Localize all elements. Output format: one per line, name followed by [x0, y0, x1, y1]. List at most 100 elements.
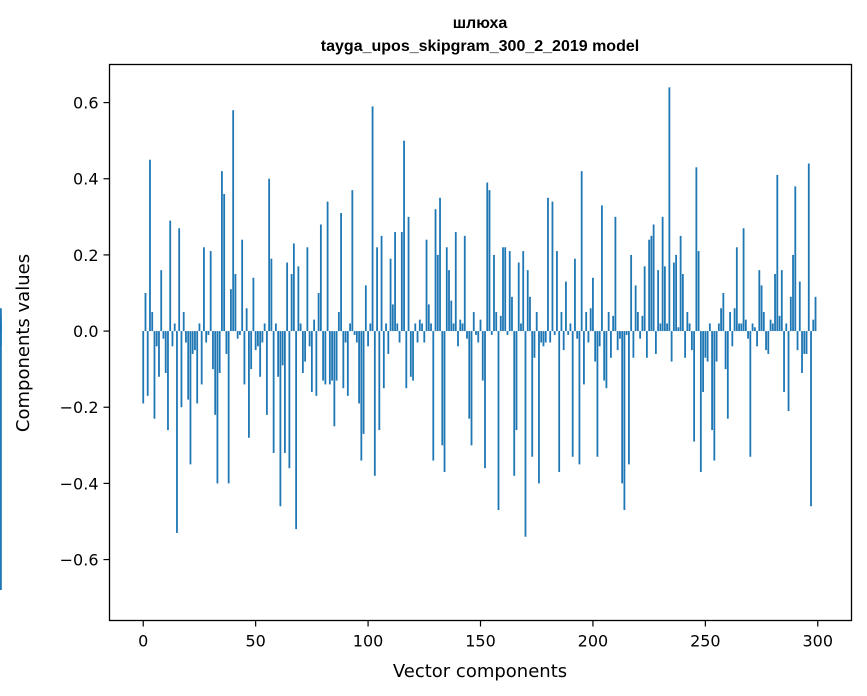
bar — [583, 331, 585, 385]
bar — [576, 331, 579, 339]
bar — [589, 308, 592, 332]
bar — [421, 323, 423, 332]
bar — [803, 331, 806, 354]
bar — [666, 323, 669, 332]
bar — [477, 331, 480, 343]
bar — [535, 312, 538, 332]
bar — [794, 186, 797, 332]
bar — [758, 270, 761, 332]
bar — [454, 232, 457, 332]
bar — [502, 247, 504, 332]
bar — [675, 254, 678, 332]
bar — [362, 331, 365, 434]
bar — [580, 171, 583, 332]
bar — [243, 331, 246, 385]
bar — [738, 323, 740, 332]
bar — [769, 319, 772, 332]
bar — [322, 331, 325, 381]
bar — [681, 273, 684, 332]
bar — [722, 292, 725, 332]
bar — [798, 281, 801, 332]
bar — [358, 331, 360, 404]
bar — [785, 323, 788, 332]
bar — [565, 281, 567, 332]
bar — [567, 331, 570, 335]
bar — [585, 312, 588, 332]
bar — [767, 331, 770, 354]
bar — [292, 243, 295, 332]
bar — [185, 331, 187, 343]
y-tick-label: −0.4 — [60, 474, 99, 493]
bar — [425, 239, 428, 332]
bar — [414, 323, 417, 332]
bar — [214, 331, 217, 415]
bar — [259, 331, 262, 377]
bar — [461, 323, 464, 332]
bar — [677, 327, 680, 332]
bar — [164, 331, 167, 373]
bar — [513, 331, 516, 476]
bar — [659, 323, 662, 332]
bar — [663, 266, 666, 332]
bar — [672, 262, 675, 332]
x-tick-label: 150 — [465, 632, 496, 651]
bar — [529, 296, 531, 332]
bar — [751, 323, 754, 332]
bar — [547, 197, 549, 332]
bar — [704, 331, 707, 358]
bar — [488, 190, 491, 332]
y-tick-label: 0.2 — [73, 246, 98, 265]
bars-group — [0, 87, 817, 591]
bar — [265, 331, 268, 415]
bar — [533, 331, 536, 358]
bar — [645, 331, 648, 358]
bar — [693, 331, 696, 442]
y-tick-label: −0.6 — [60, 551, 99, 570]
bar — [556, 251, 558, 332]
bar — [814, 296, 817, 332]
bar — [371, 106, 374, 332]
bar — [706, 331, 709, 362]
bar — [245, 308, 248, 332]
bar — [0, 315, 2, 332]
bar — [538, 331, 540, 484]
bar — [735, 247, 738, 332]
bar — [234, 273, 237, 332]
bar — [571, 331, 574, 457]
bar — [661, 216, 664, 332]
bar — [749, 331, 752, 457]
bar — [708, 323, 711, 332]
bar — [641, 315, 644, 332]
bar — [753, 327, 756, 332]
bar — [209, 251, 212, 332]
bar — [326, 201, 329, 332]
bar — [726, 331, 729, 419]
bar — [495, 312, 498, 332]
bar — [230, 289, 232, 332]
bar — [628, 331, 630, 465]
bar — [441, 331, 444, 446]
bar — [744, 319, 747, 332]
bar — [776, 174, 779, 332]
bar — [367, 331, 369, 347]
bar — [686, 312, 689, 332]
bar — [760, 285, 763, 332]
bar — [466, 331, 468, 339]
bar — [639, 331, 642, 339]
bar — [690, 331, 693, 351]
bar — [268, 178, 271, 332]
bar — [200, 331, 203, 385]
bar — [713, 331, 716, 461]
bar — [218, 331, 221, 373]
bar — [805, 331, 808, 354]
bar — [261, 331, 264, 343]
bar — [670, 331, 673, 362]
bar — [632, 331, 635, 358]
bar — [484, 331, 486, 469]
bar — [594, 331, 597, 362]
bar — [780, 270, 783, 332]
bar — [223, 193, 226, 332]
bar — [558, 331, 561, 472]
x-tick-label: 200 — [578, 632, 609, 651]
bar — [355, 331, 358, 343]
